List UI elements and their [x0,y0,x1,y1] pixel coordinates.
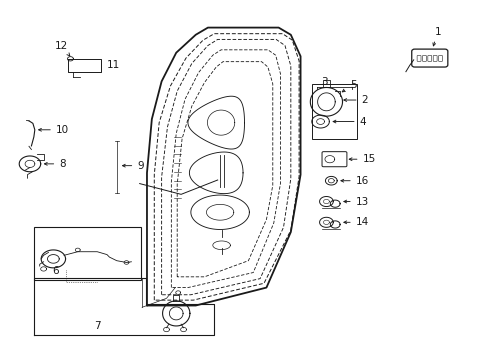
Text: 4: 4 [332,117,366,127]
FancyBboxPatch shape [427,55,431,61]
Text: 16: 16 [340,176,368,186]
Bar [34,226,141,280]
FancyBboxPatch shape [422,55,426,61]
FancyBboxPatch shape [416,55,420,61]
Text: 9: 9 [122,161,143,171]
Text: 1: 1 [432,27,440,46]
Bar [311,84,356,139]
FancyBboxPatch shape [438,55,442,61]
FancyBboxPatch shape [411,49,447,67]
Text: 11: 11 [107,60,120,70]
Text: 7: 7 [94,321,100,331]
Text: 8: 8 [44,159,66,169]
Text: 6: 6 [52,266,59,276]
FancyBboxPatch shape [432,55,436,61]
Text: 14: 14 [343,217,368,227]
Text: 5: 5 [342,80,356,92]
FancyBboxPatch shape [322,152,346,167]
Text: 10: 10 [39,125,69,135]
Text: 3: 3 [320,77,326,87]
Text: 15: 15 [348,154,375,164]
Text: 13: 13 [343,197,368,207]
Text: 12: 12 [54,41,70,56]
Text: 2: 2 [343,95,367,105]
